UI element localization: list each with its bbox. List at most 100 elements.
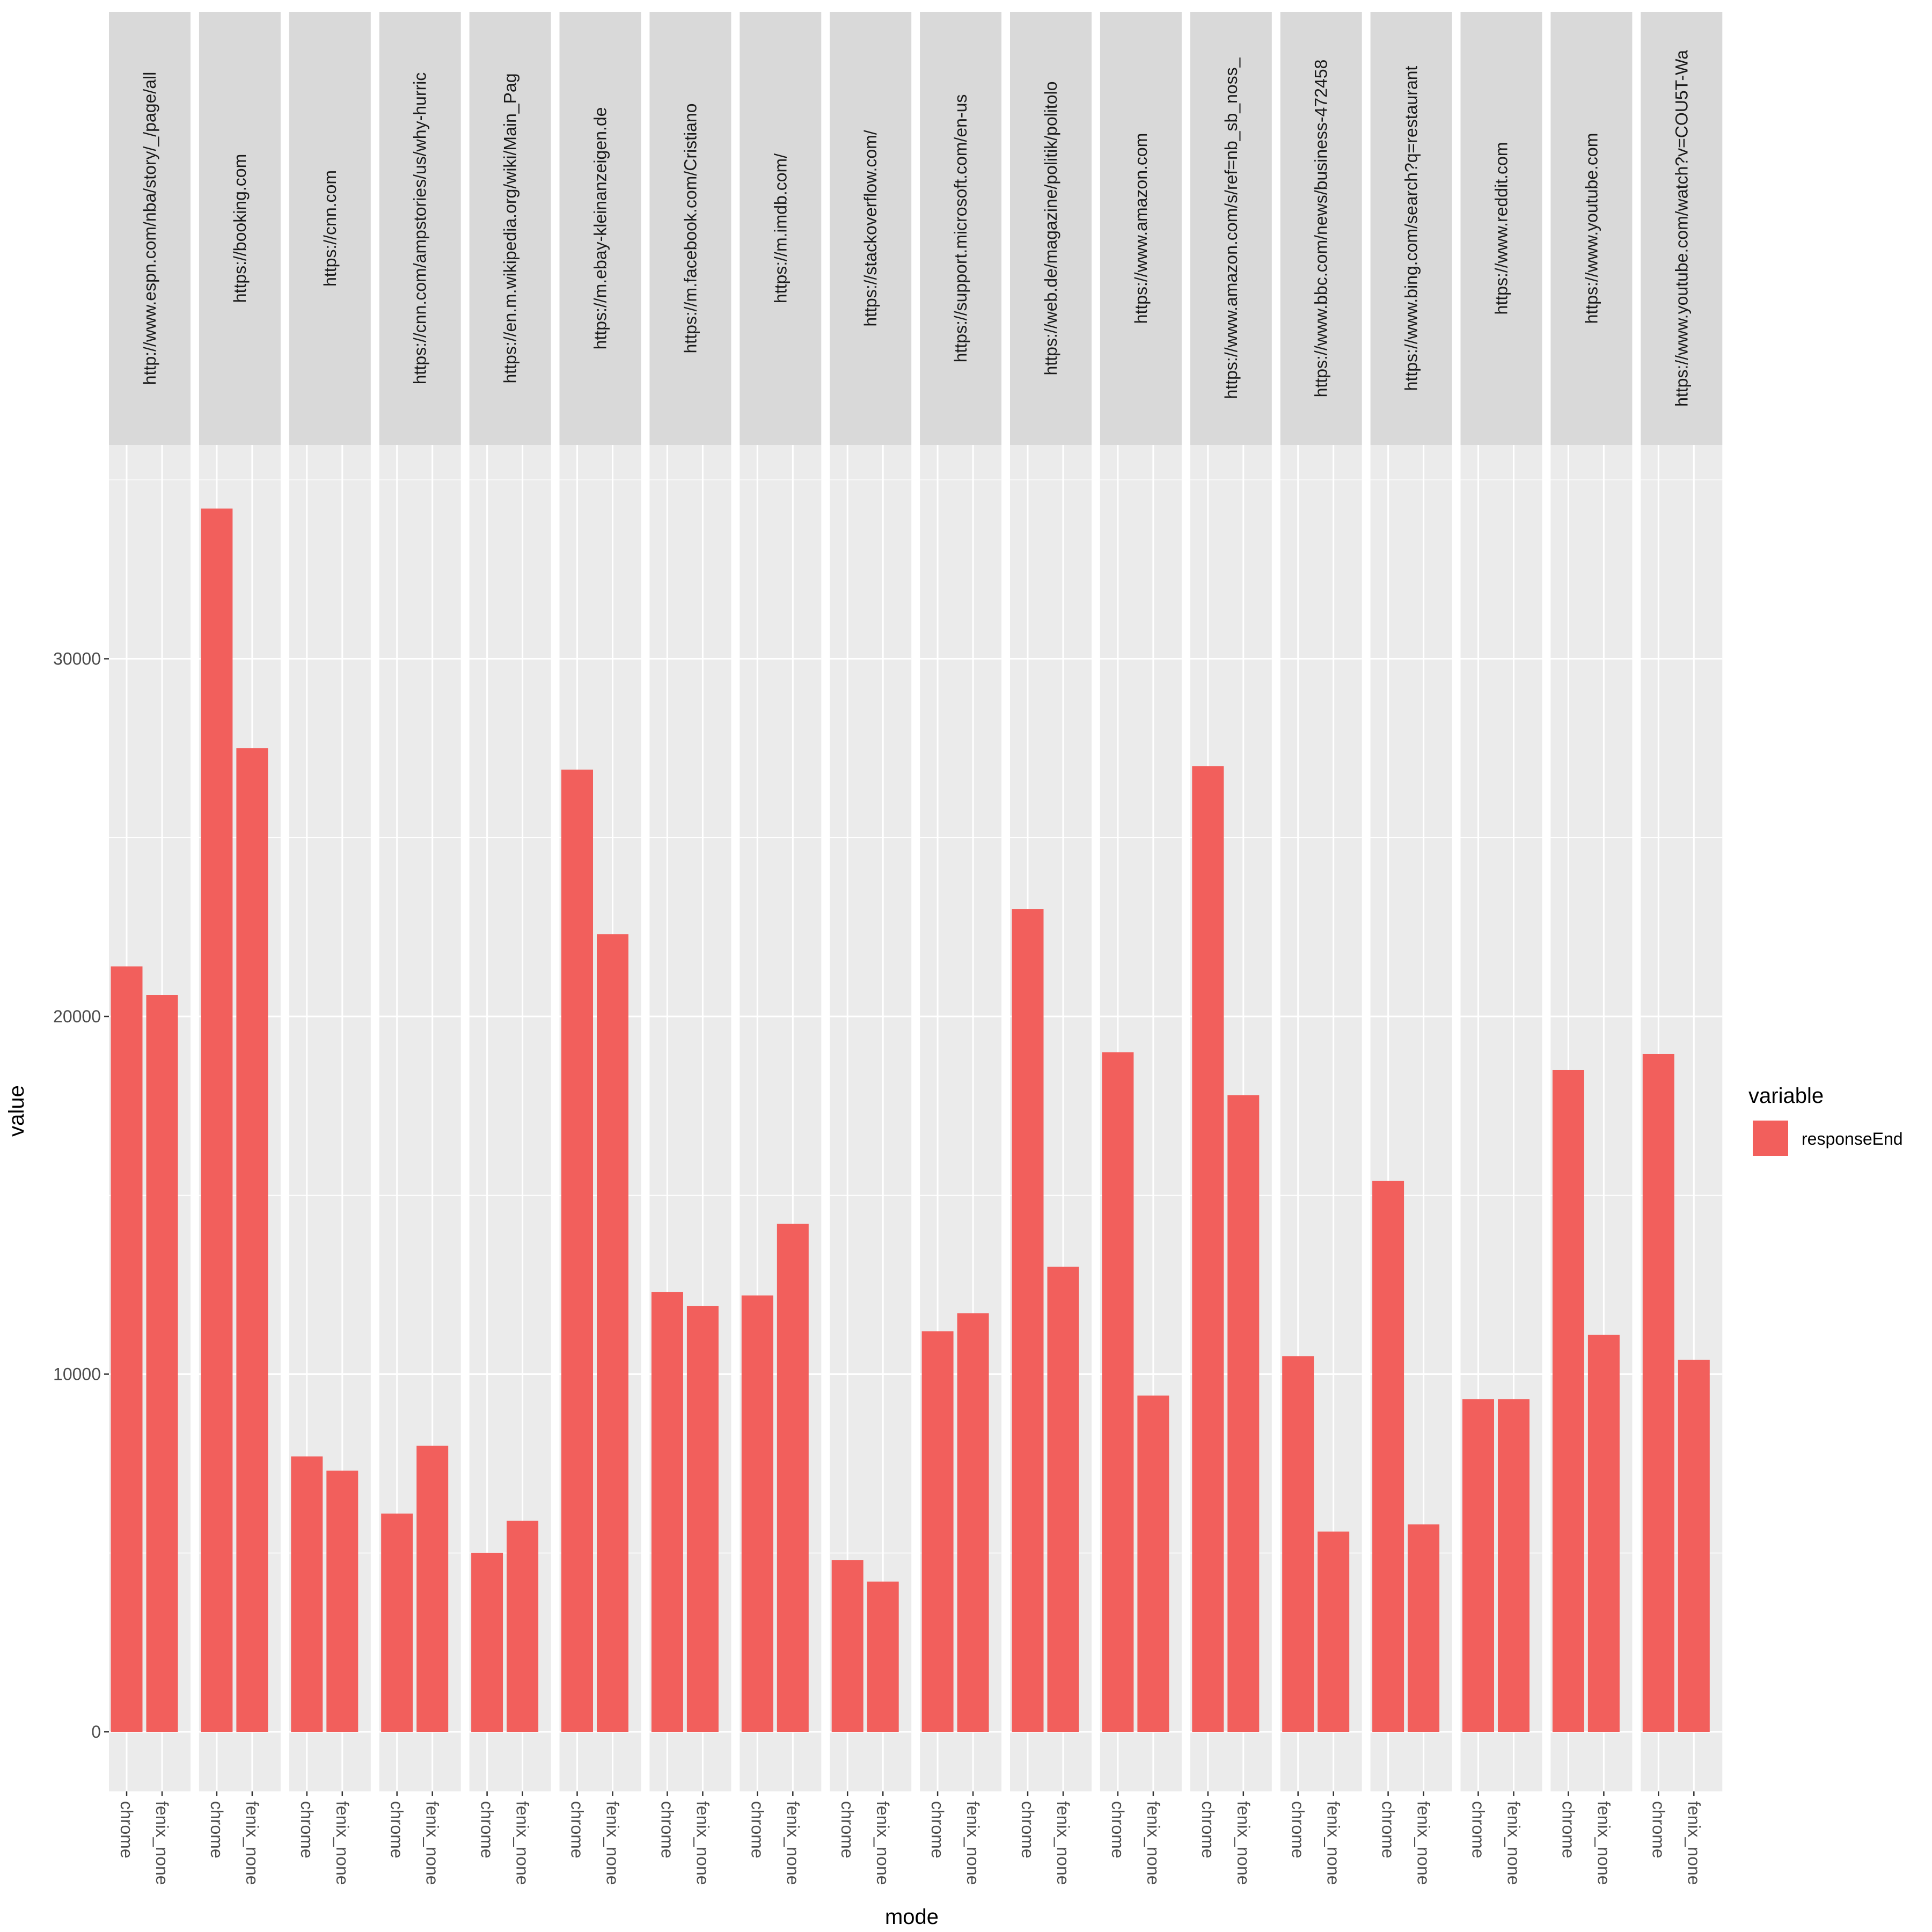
x-tick-label: fenix_none: [423, 1801, 442, 1885]
facet-panel: https://www.bbc.com/news/business-472458…: [1280, 12, 1362, 1885]
y-tick-label: 20000: [53, 1007, 101, 1026]
facet-strip-label: http://www.espn.com/nba/story/_/page/all: [140, 72, 159, 385]
x-tick-label: chrome: [297, 1801, 317, 1858]
facet-panel: https://www.reddit.com chrome fenix_none: [1460, 12, 1542, 1885]
facet-strip-label: https://web.de/magazine/politik/politolo: [1041, 82, 1060, 376]
facet-strip-label: https://www.bing.com/search?q=restaurant: [1402, 66, 1421, 391]
x-tick-label: fenix_none: [152, 1801, 172, 1885]
x-tick-label: fenix_none: [1234, 1801, 1253, 1885]
bar-chrome: [1552, 1070, 1584, 1732]
facet-strip: [559, 12, 641, 445]
facet-strip: [469, 12, 551, 445]
facet-strip: [740, 12, 822, 445]
facet-strip-label: https://www.bbc.com/news/business-472458: [1312, 60, 1331, 398]
x-tick-label: chrome: [1018, 1801, 1037, 1858]
facet-panel: https://m.ebay-kleinanzeigen.de chrome fen…: [559, 12, 641, 1885]
facet-panel: https://www.youtube.com/watch?v=COU5T-Wa…: [1641, 12, 1723, 1885]
facet-strip-label: https://booking.com: [230, 154, 250, 303]
bar-chrome: [561, 770, 593, 1732]
bar-chrome: [1192, 766, 1224, 1732]
x-tick-label: fenix_none: [1414, 1801, 1433, 1885]
facet-strip: [1370, 12, 1452, 445]
x-tick-label: fenix_none: [1504, 1801, 1524, 1885]
facet-panel: https://web.de/magazine/politik/politolo…: [1010, 12, 1092, 1885]
x-tick-label: chrome: [478, 1801, 497, 1858]
x-tick-label: fenix_none: [333, 1801, 352, 1885]
facet-strip: [1460, 12, 1542, 445]
x-tick-label: chrome: [1469, 1801, 1488, 1858]
bar-chrome: [291, 1456, 323, 1732]
bar-fenix_none: [686, 1306, 719, 1732]
bar-fenix_none: [957, 1313, 989, 1732]
y-axis-title: value: [5, 1085, 28, 1137]
bar-chrome: [651, 1292, 683, 1732]
bar-fenix_none: [1227, 1095, 1260, 1732]
bar-chrome: [381, 1513, 413, 1732]
facet-panel: https://m.facebook.com/Cristiano chrome fe…: [649, 12, 731, 1885]
bar-fenix_none: [1137, 1395, 1169, 1732]
bar-fenix_none: [326, 1470, 358, 1732]
facet-panel: https://www.amazon.com/s/ref=nb_sb_noss_…: [1190, 12, 1272, 1885]
bar-chrome: [921, 1331, 954, 1732]
y-axis: 0 10000 20000 30000: [53, 649, 109, 1741]
bar-chrome: [1012, 909, 1044, 1732]
facet-panel: https://www.bing.com/search?q=restaurant…: [1370, 12, 1452, 1885]
facet-strip: [920, 12, 1002, 445]
facet-strip: [830, 12, 912, 445]
bar-chrome: [1282, 1356, 1314, 1732]
x-tick-label: fenix_none: [693, 1801, 712, 1885]
x-tick-label: chrome: [838, 1801, 857, 1858]
bar-chrome: [201, 508, 233, 1732]
bar-chrome: [741, 1295, 773, 1732]
facet-strip: [379, 12, 461, 445]
bar-chrome: [111, 966, 143, 1732]
facet-strip: [199, 12, 281, 445]
facet-strip-label: https://www.youtube.com: [1582, 133, 1601, 324]
facet-strip-label: https://m.facebook.com/Cristiano: [680, 104, 700, 354]
facet-panel: https://booking.com chrome fenix_none: [199, 12, 281, 1885]
x-tick-label: fenix_none: [513, 1801, 532, 1885]
facet-strip: [1641, 12, 1723, 445]
bar-fenix_none: [1678, 1359, 1710, 1732]
y-tick-label: 10000: [53, 1365, 101, 1384]
facet-strip-label: https://www.reddit.com: [1492, 142, 1511, 315]
facet-strip: [1280, 12, 1362, 445]
facet-strip-label: https://m.ebay-kleinanzeigen.de: [591, 107, 610, 350]
facet-strip: [1100, 12, 1182, 445]
x-tick-label: chrome: [928, 1801, 947, 1858]
bar-chrome: [1642, 1053, 1674, 1732]
y-tick-label: 0: [91, 1722, 101, 1741]
facet-strip: [649, 12, 731, 445]
x-tick-label: fenix_none: [243, 1801, 262, 1885]
facet-panel: https://www.amazon.com chrome fenix_none: [1100, 12, 1182, 1885]
bar-fenix_none: [146, 995, 178, 1732]
bar-fenix_none: [236, 748, 268, 1732]
bar-fenix_none: [1408, 1524, 1440, 1732]
x-tick-label: chrome: [1649, 1801, 1668, 1858]
facet-panel: https://cnn.com/ampstories/us/why-hurric…: [379, 12, 461, 1885]
facet-strip-label: https://www.youtube.com/watch?v=COU5T-Wa: [1672, 50, 1691, 407]
x-tick-label: fenix_none: [1144, 1801, 1163, 1885]
x-tick-label: fenix_none: [603, 1801, 623, 1885]
x-tick-label: chrome: [1289, 1801, 1308, 1858]
facet-strip: [1010, 12, 1092, 445]
bar-fenix_none: [777, 1224, 809, 1732]
legend: variable responseEnd: [1748, 1084, 1903, 1156]
facet-strip-label: https://cnn.com/ampstories/us/why-hurric: [411, 72, 430, 385]
x-tick-label: chrome: [117, 1801, 136, 1858]
facet-strip: [289, 12, 371, 445]
bar-chrome: [471, 1553, 503, 1732]
x-tick-label: chrome: [1379, 1801, 1398, 1858]
facet-panel: https://support.microsoft.com/en-us chrom…: [920, 12, 1002, 1885]
y-tick-label: 30000: [53, 649, 101, 669]
bar-fenix_none: [1587, 1335, 1620, 1732]
facet-panels: http://www.espn.com/nba/story/_/page/all…: [109, 12, 1723, 1885]
bar-fenix_none: [1047, 1267, 1079, 1732]
facet-panel: https://en.m.wikipedia.org/wiki/Main_Pag…: [469, 12, 551, 1885]
facet-strip-label: https://stackoverflow.com/: [861, 130, 880, 326]
x-tick-label: chrome: [207, 1801, 226, 1858]
facet-panel: https://www.youtube.com chrome fenix_none: [1550, 12, 1633, 1885]
x-axis-title: mode: [885, 1905, 939, 1929]
bar-fenix_none: [416, 1445, 449, 1732]
